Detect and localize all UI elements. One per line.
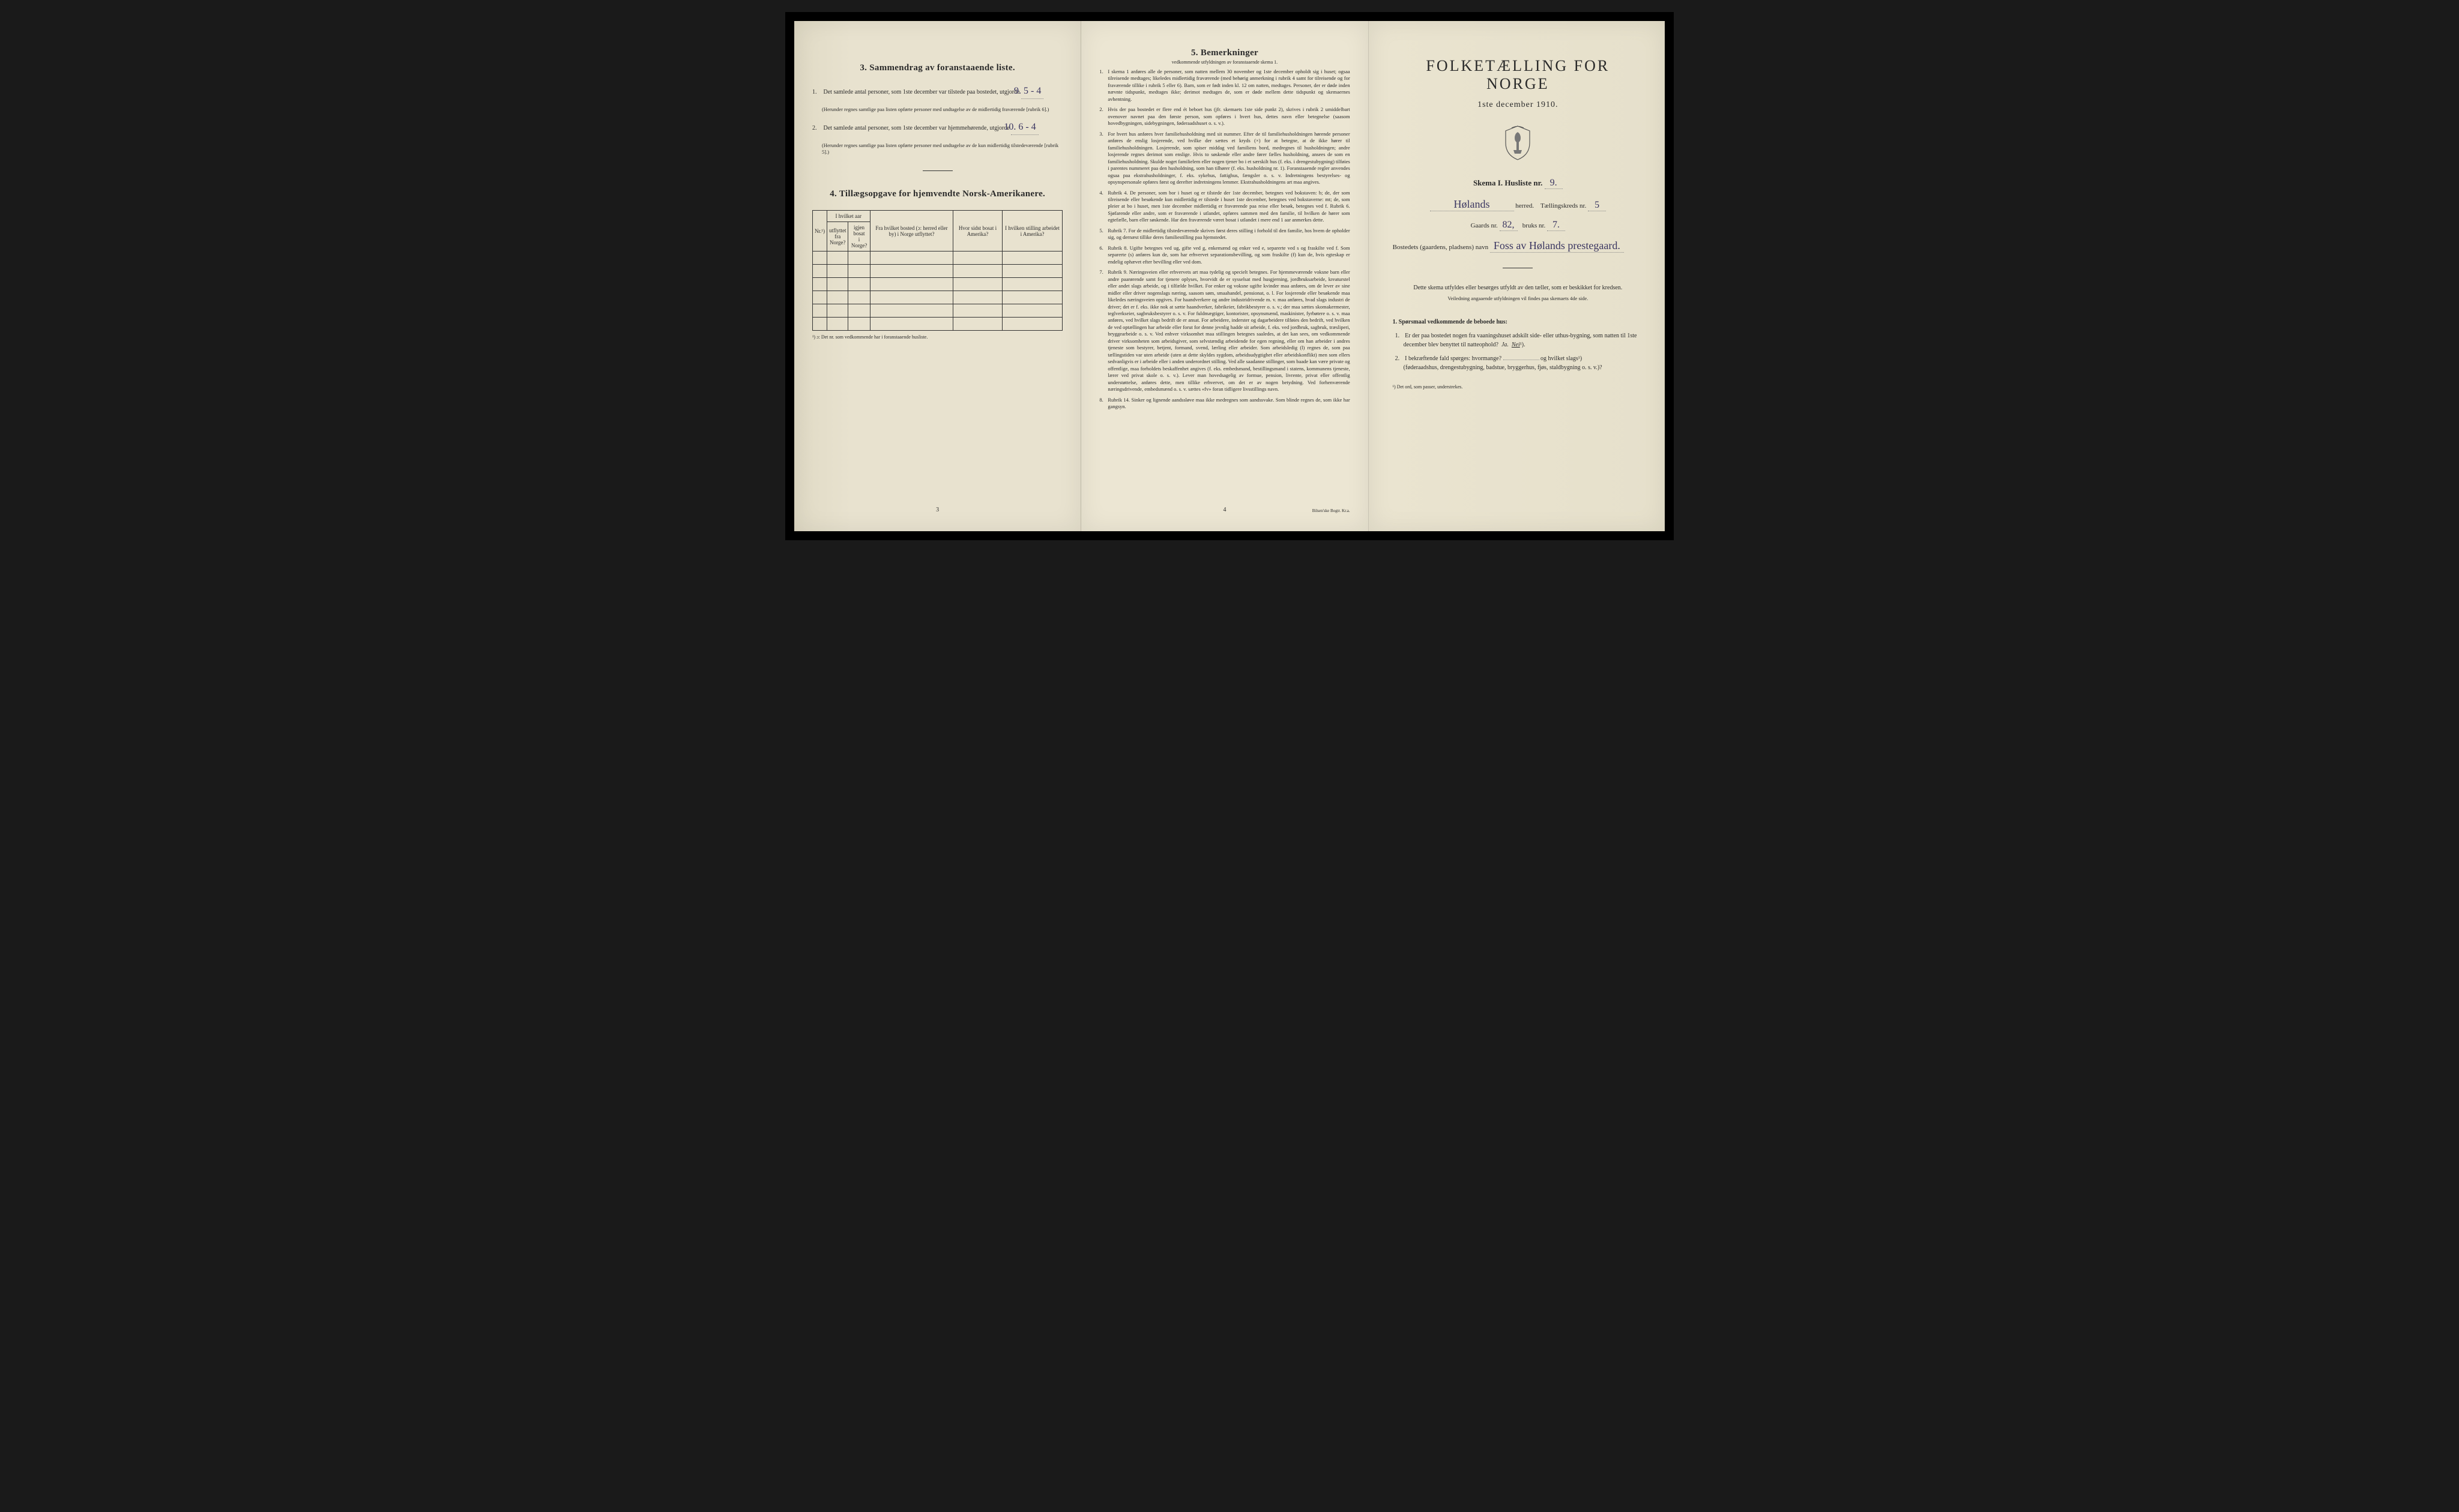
section-4-title: 4. Tillægsopgave for hjemvendte Norsk-Am… — [812, 189, 1063, 199]
question-2: 2. I bekræftende fald spørges: hvormange… — [1404, 354, 1643, 372]
bosted-line: Bostedets (gaardens, pladsens) navn Foss… — [1393, 239, 1643, 253]
husliste-nr: 9. — [1545, 178, 1563, 189]
question-1: 1. Er der paa bostedet nogen fra vaaning… — [1404, 331, 1643, 349]
table-row — [813, 304, 1063, 318]
table-body — [813, 251, 1063, 331]
page-number: 3 — [812, 507, 1063, 513]
answer-nei-underlined: Nei — [1512, 342, 1520, 348]
summary-item-1: 1. Det samlede antal personer, som 1ste … — [812, 84, 1063, 99]
kreds-nr: 5 — [1588, 200, 1606, 211]
table-row — [813, 265, 1063, 278]
census-title: FOLKETÆLLING FOR NORGE — [1393, 57, 1643, 93]
remark-8: 8.Rubrik 14. Sinker og lignende aandsslø… — [1099, 397, 1350, 411]
page-1-title: FOLKETÆLLING FOR NORGE 1ste december 191… — [1369, 21, 1665, 531]
section-divider — [923, 170, 953, 171]
value-hjemmehorende: 10. 6 - 4 — [1011, 120, 1038, 135]
coat-of-arms-icon — [1393, 125, 1643, 163]
summary-item-2: 2. Det samlede antal personer, som 1ste … — [812, 120, 1063, 135]
herred-value: Hølands — [1430, 198, 1514, 211]
remark-6: 6.Rubrik 8. Ugifte betegnes ved ug, gift… — [1099, 245, 1350, 265]
skema-line: Skema I. Husliste nr. 9. — [1393, 178, 1643, 189]
remark-2: 2.Hvis der paa bostedet er flere end ét … — [1099, 106, 1350, 127]
remark-5: 5.Rubrik 7. For de midlertidig tilstedev… — [1099, 227, 1350, 241]
question-heading: 1. Spørsmaal vedkommende de beboede hus: — [1393, 318, 1643, 327]
remark-3: 3.For hvert hus anføres hver familiehush… — [1099, 131, 1350, 186]
printer-mark: Bilsen'ske Bogtr. Kr.a. — [1312, 508, 1350, 513]
census-date: 1ste december 1910. — [1393, 100, 1643, 110]
table-footnote: ¹) ɔ: Det nr. som vedkommende har i fora… — [812, 334, 1063, 340]
herred-line: Hølands herred. Tællingskreds nr. 5 — [1393, 198, 1643, 211]
emigrant-table: Nr.¹) I hvilket aar Fra hvilket bosted (… — [812, 210, 1063, 331]
remark-7: 7.Rubrik 9. Næringsveien eller erhvervet… — [1099, 269, 1350, 393]
table-row — [813, 251, 1063, 265]
questions-section: 1. Spørsmaal vedkommende de beboede hus:… — [1393, 318, 1643, 372]
value-tilstede: 9. 5 - 4 — [1021, 84, 1043, 99]
remark-4: 4.Rubrik 4. De personer, som bor i huset… — [1099, 190, 1350, 224]
remarks-list: 1.I skema 1 anføres alle de personer, so… — [1099, 68, 1350, 411]
bosted-value: Foss av Hølands prestegaard. — [1490, 239, 1624, 253]
item2-note: (Herunder regnes samtlige paa listen opf… — [812, 142, 1063, 155]
section-3-title: 3. Sammendrag av foranstaaende liste. — [812, 63, 1063, 73]
page-3: 3. Sammendrag av foranstaaende liste. 1.… — [794, 21, 1081, 531]
bruk-nr: 7. — [1547, 220, 1565, 231]
table-row — [813, 278, 1063, 291]
document-tri-fold: 3. Sammendrag av foranstaaende liste. 1.… — [785, 12, 1674, 540]
page-4: 5. Bemerkninger vedkommende utfyldningen… — [1081, 21, 1368, 531]
gaard-line: Gaards nr. 82, bruks nr. 7. — [1393, 220, 1643, 231]
section-5-title: 5. Bemerkninger — [1099, 48, 1350, 58]
footnote: ¹) Det ord, som passer, understrekes. — [1393, 384, 1643, 390]
item1-note: (Herunder regnes samtlige paa listen opf… — [812, 106, 1063, 113]
table-row — [813, 291, 1063, 304]
section-5-subtitle: vedkommende utfyldningen av foranstaaend… — [1099, 59, 1350, 65]
gaard-nr: 82, — [1500, 220, 1518, 231]
instruction-main: Dette skema utfyldes eller besørges utfy… — [1393, 283, 1643, 303]
remark-1: 1.I skema 1 anføres alle de personer, so… — [1099, 68, 1350, 103]
table-header-row: Nr.¹) I hvilket aar Fra hvilket bosted (… — [813, 211, 1063, 222]
table-row — [813, 318, 1063, 331]
